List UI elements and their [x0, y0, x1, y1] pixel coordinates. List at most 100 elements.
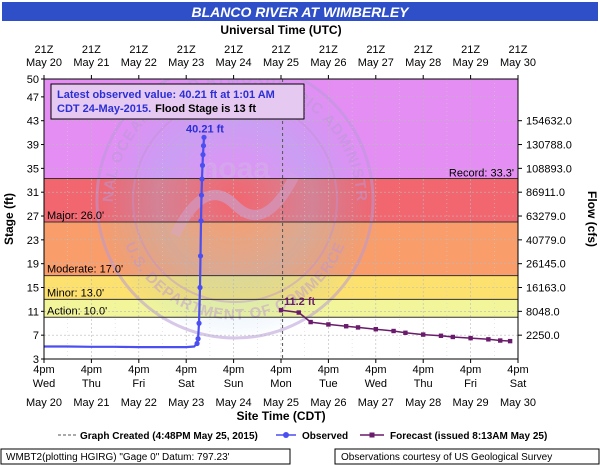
y-tick-label: 15	[27, 283, 39, 295]
flood-stage-note: Flood Stage is 13 ft	[155, 103, 256, 115]
x-tick-time: 4pm	[33, 364, 54, 376]
top-tick-date: May 24	[216, 57, 252, 69]
top-tick-time: 21Z	[177, 44, 196, 56]
forecast-point	[450, 334, 456, 340]
x-tick-date: May 30	[500, 397, 536, 409]
forecast-point	[498, 338, 503, 343]
footer-left-text: WMBT2(plotting HGIRG) "Gage 0" Datum: 79…	[6, 452, 230, 463]
x-tick-day: Mon	[270, 378, 291, 390]
observed-point	[197, 284, 203, 291]
y2-tick-label: 86911.0	[526, 187, 565, 199]
x-tick-date: May 29	[453, 397, 489, 409]
top-tick-date: May 28	[405, 57, 441, 69]
observed-point	[194, 340, 200, 347]
top-tick-date: May 22	[121, 57, 157, 69]
y2-tick-label: 8048.0	[526, 306, 560, 318]
x-tick-time: 4pm	[460, 364, 481, 376]
y-tick-label: 3	[33, 354, 39, 366]
legend: Graph Created (4:48PM May 25, 2015) Obse…	[58, 431, 547, 442]
x-tick-time: 4pm	[128, 364, 149, 376]
threshold-label-action: Action: 10.0'	[47, 305, 107, 317]
observed-point	[198, 218, 204, 224]
observed-point	[196, 320, 202, 326]
top-tick-date: May 27	[358, 57, 394, 69]
forecast-point	[296, 310, 301, 315]
y-tick-label: 7	[33, 330, 39, 342]
top-tick-time: 21Z	[129, 44, 148, 56]
legend-forecast-label: Forecast (issued 8:13AM May 25)	[390, 431, 547, 442]
top-tick-date: May 30	[500, 57, 536, 69]
footer-right-text: Observations courtesy of US Geological S…	[341, 452, 552, 463]
threshold-label-minor: Minor: 13.0'	[47, 287, 104, 299]
y-tick-label: 27	[27, 211, 39, 223]
top-tick-time: 21Z	[35, 44, 54, 56]
top-tick-time: 21Z	[461, 44, 480, 56]
forecast-point	[373, 327, 378, 332]
threshold-lines: Record: 33.3' Major: 26.0' Moderate: 17.0'…	[44, 167, 518, 318]
x-tick-date: May 25	[263, 397, 299, 409]
forecast-point	[403, 330, 408, 335]
forecast-series-line	[280, 309, 511, 342]
observed-point	[200, 143, 207, 149]
x-tick-date: May 20	[26, 397, 62, 409]
y-tick-label: 31	[27, 187, 39, 199]
forecast-point	[308, 319, 313, 325]
x-tick-date: May 22	[121, 397, 157, 409]
bottom-axis-title: Site Time (CDT)	[236, 409, 325, 423]
top-tick-time: 21Z	[319, 44, 338, 56]
top-tick-date: May 21	[73, 57, 109, 69]
y2-tick-label: 154632.0	[526, 116, 572, 128]
series-layer: 40.21 ft 11.2 ft	[44, 123, 513, 349]
x-tick-day: Sun	[224, 378, 244, 390]
forecast-point	[343, 324, 349, 329]
x-tick-day: Sat	[178, 378, 195, 390]
top-tick-time: 21Z	[272, 44, 291, 56]
observed-point	[199, 162, 206, 168]
forecast-point	[326, 322, 331, 327]
threshold-label-major: Major: 26.0'	[47, 210, 104, 222]
latest-value-line2: CDT 24-May-2015. Flood Stage is 13 ft	[57, 103, 256, 115]
y2-tick-label: 26145.0	[526, 259, 566, 271]
y2-tick-label: 2250.0	[526, 330, 560, 342]
x-tick-date: May 26	[310, 397, 346, 409]
top-tick-time: 21Z	[414, 44, 433, 56]
observed-point	[200, 152, 206, 158]
observed-point	[195, 336, 201, 342]
x-tick-time: 4pm	[507, 364, 528, 376]
top-axis-title: Universal Time (UTC)	[220, 23, 341, 37]
top-tick-date: May 23	[168, 57, 204, 69]
x-tick-date: May 28	[405, 397, 441, 409]
top-tick-time: 21Z	[509, 44, 528, 56]
x-tick-time: 4pm	[175, 364, 196, 376]
x-tick-day: Fri	[464, 378, 477, 390]
latest-value-box: Latest observed value: 40.21 ft at 1:01 …	[50, 83, 305, 120]
top-tick-time: 21Z	[366, 44, 385, 56]
x-tick-time: 4pm	[223, 364, 244, 376]
top-tick-date: May 20	[26, 57, 62, 69]
observed-point	[199, 176, 205, 182]
y-tick-label: 43	[27, 116, 39, 128]
forecast-peak-label: 11.2 ft	[284, 296, 316, 308]
x-tick-day: Wed	[365, 378, 387, 390]
y2-tick-label: 40779.0	[526, 235, 566, 247]
top-tick-time: 21Z	[224, 44, 243, 56]
footer-right-box	[334, 448, 600, 465]
x-tick-day: Thu	[82, 378, 101, 390]
y-tick-label: 47	[27, 92, 39, 104]
x-tick-date: May 23	[168, 397, 204, 409]
forecast-point	[278, 307, 284, 313]
right-axis-title: Flow (cfs)	[585, 191, 599, 247]
noaa-bird-swoosh	[170, 172, 300, 238]
x-tick-time: 4pm	[81, 364, 102, 376]
x-tick-time: 4pm	[412, 364, 433, 376]
forecast-point	[391, 328, 396, 334]
x-tick-day: Sat	[510, 378, 527, 390]
y2-tick-label: 130788.0	[526, 140, 572, 152]
legend-observed-marker	[283, 432, 289, 438]
y-tick-label: 50	[27, 74, 39, 86]
chart-title: BLANCO RIVER AT WIMBERLEY	[192, 4, 411, 20]
axis-labels: 50 47 43 39 35 31 27 23 19 15 11 7 3 154632.0 130788.0…	[26, 44, 572, 409]
observed-point	[198, 192, 205, 198]
observed-point	[201, 134, 207, 140]
latest-value-box-bg	[50, 83, 305, 120]
